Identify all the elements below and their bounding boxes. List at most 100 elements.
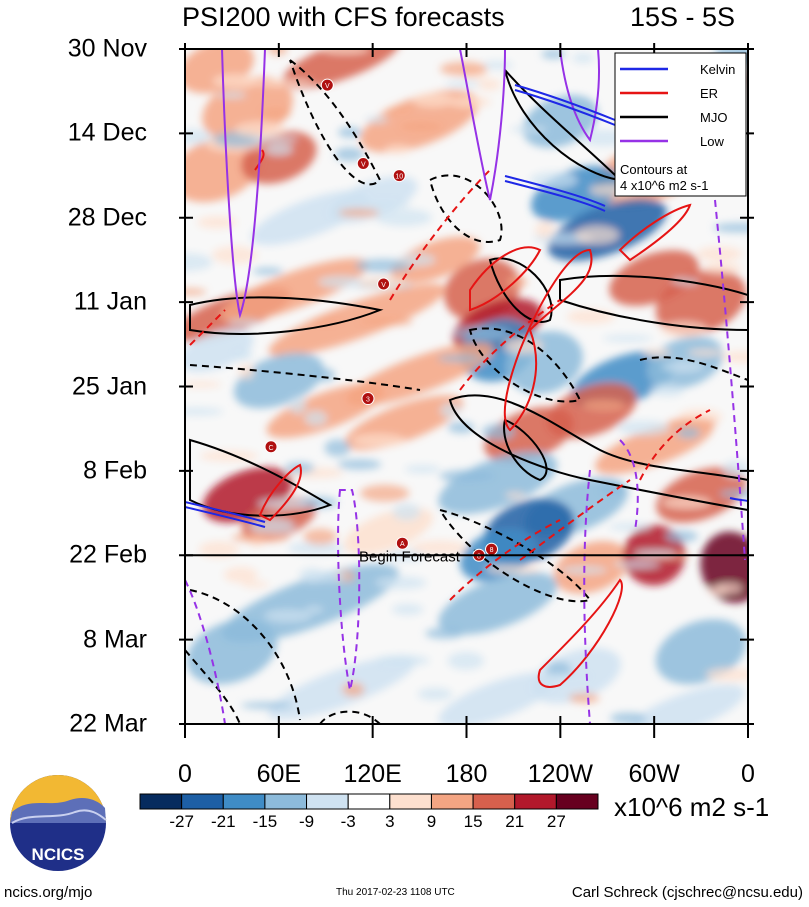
storm-marker: 8 [485,542,499,556]
anomaly-speckle [233,349,253,361]
anomaly-speckle [260,106,292,120]
storm-label: V [381,282,386,289]
er-contour [503,248,593,432]
mjo-contour-neg [639,356,748,381]
anomaly-speckle [305,606,324,614]
storm-marker: V [377,277,391,291]
x-tick-label: 120W [527,760,593,788]
mjo-contour-neg [437,508,592,603]
anomaly-speckle [687,349,724,357]
legend-item-low: Low [620,134,724,149]
colorbar-swatch [555,793,599,810]
anomaly-speckle [375,208,432,227]
legend-label: MJO [700,110,727,125]
mjo-contour [189,296,384,335]
anomaly-speckle [324,439,351,457]
anomaly-blob [185,136,262,203]
x-tick-label: 120E [343,760,402,788]
mjo-contour-neg [289,59,382,186]
storm-markers: V V 10 V 3 C A 8 8 [264,78,499,562]
colorbar-tick-label: 27 [546,812,566,831]
x-tick-label: 180 [445,760,488,788]
storm-label: 10 [395,174,403,181]
kelvin-contour [729,497,748,502]
colorbar-tick-label: 21 [505,812,525,831]
anomaly-speckle [485,565,541,574]
colorbar-swatch [139,793,183,810]
anomaly-blob [700,531,748,603]
anomaly-blob [233,352,324,409]
anomaly-speckle [568,693,600,704]
anomaly-blob [438,451,558,515]
y-tick-label: 8 Feb [83,456,147,485]
anomaly-speckle [337,127,362,138]
y-tick-label: 25 Jan [71,372,147,400]
colorbar [139,793,599,810]
anomaly-speckle [643,348,671,358]
anomaly-speckle [510,125,548,133]
anomaly-blob [220,258,369,322]
anomaly-speckle [417,687,453,701]
storm-marker: C [264,440,278,454]
er-contour [537,578,623,688]
anomaly-blob [221,564,399,643]
anomaly-speckle [721,351,748,363]
mjo-contour [503,418,548,482]
anomaly-blob [267,656,416,720]
anomaly-blob [282,49,401,89]
ncics-logo: NCICS [10,775,107,871]
legend-item-kelvin: Kelvin [620,62,735,77]
y-tick-label: 11 Jan [73,287,147,316]
anomaly-speckle [581,399,625,411]
low-contour-neg [714,199,746,561]
anomaly-speckle [503,337,543,355]
storm-label: A [400,541,405,548]
anomaly-speckle [252,267,284,275]
anomaly-speckle [715,583,742,593]
anomaly-speckle [530,171,578,189]
colorbar-swatch [181,793,224,810]
anomaly-speckle [719,489,748,498]
anomaly-speckle [334,147,364,162]
storm-marker: 10 [392,169,406,183]
kelvin-contour [504,175,606,212]
anomaly-speckle [439,469,496,483]
anomaly-blob [546,382,637,439]
anomaly-blob [268,283,446,357]
colorbar-tick-label: -21 [210,812,236,831]
anomaly-speckle [375,576,427,590]
low-contour-neg [583,439,639,724]
colorbar-tick-label: 15 [463,812,483,831]
anomaly-speckle [264,143,293,156]
anomaly-blob [438,672,557,724]
mjo-contour [488,257,553,323]
y-tick-label: 8 Mar [83,625,147,654]
anomaly-speckle [359,200,411,209]
colorbar-tick-label: 3 [385,812,395,831]
anomaly-speckle [375,655,430,667]
storm-label: C [268,445,273,452]
anomaly-speckle [360,484,410,502]
anomaly-speckle [342,682,365,697]
anomaly-speckle [227,319,261,326]
anomaly-speckle [288,541,345,556]
anomaly-speckle [304,410,328,426]
storm-marker: 3 [361,392,375,406]
anomaly-speckle [613,560,660,568]
er-contour-neg [389,169,711,601]
anomaly-speckle [211,246,258,264]
colorbar-swatch [514,793,557,810]
footer-url[interactable]: ncics.org/mjo [4,884,93,901]
anomaly-blob [185,328,254,372]
mjo-contour-neg [319,710,381,724]
anomaly-blob [655,619,747,685]
anomaly-speckle [392,503,421,521]
storm-label: 8 [477,553,481,560]
forecast-start-label: Begin Forecast [359,548,461,565]
y-tick-label: 30 Nov [67,34,147,63]
legend-label: ER [700,86,718,101]
y-tick-label: 22 Mar [69,709,147,738]
storm-label: 8 [490,547,494,554]
anomaly-speckle [662,496,711,509]
low-contour [459,49,506,201]
